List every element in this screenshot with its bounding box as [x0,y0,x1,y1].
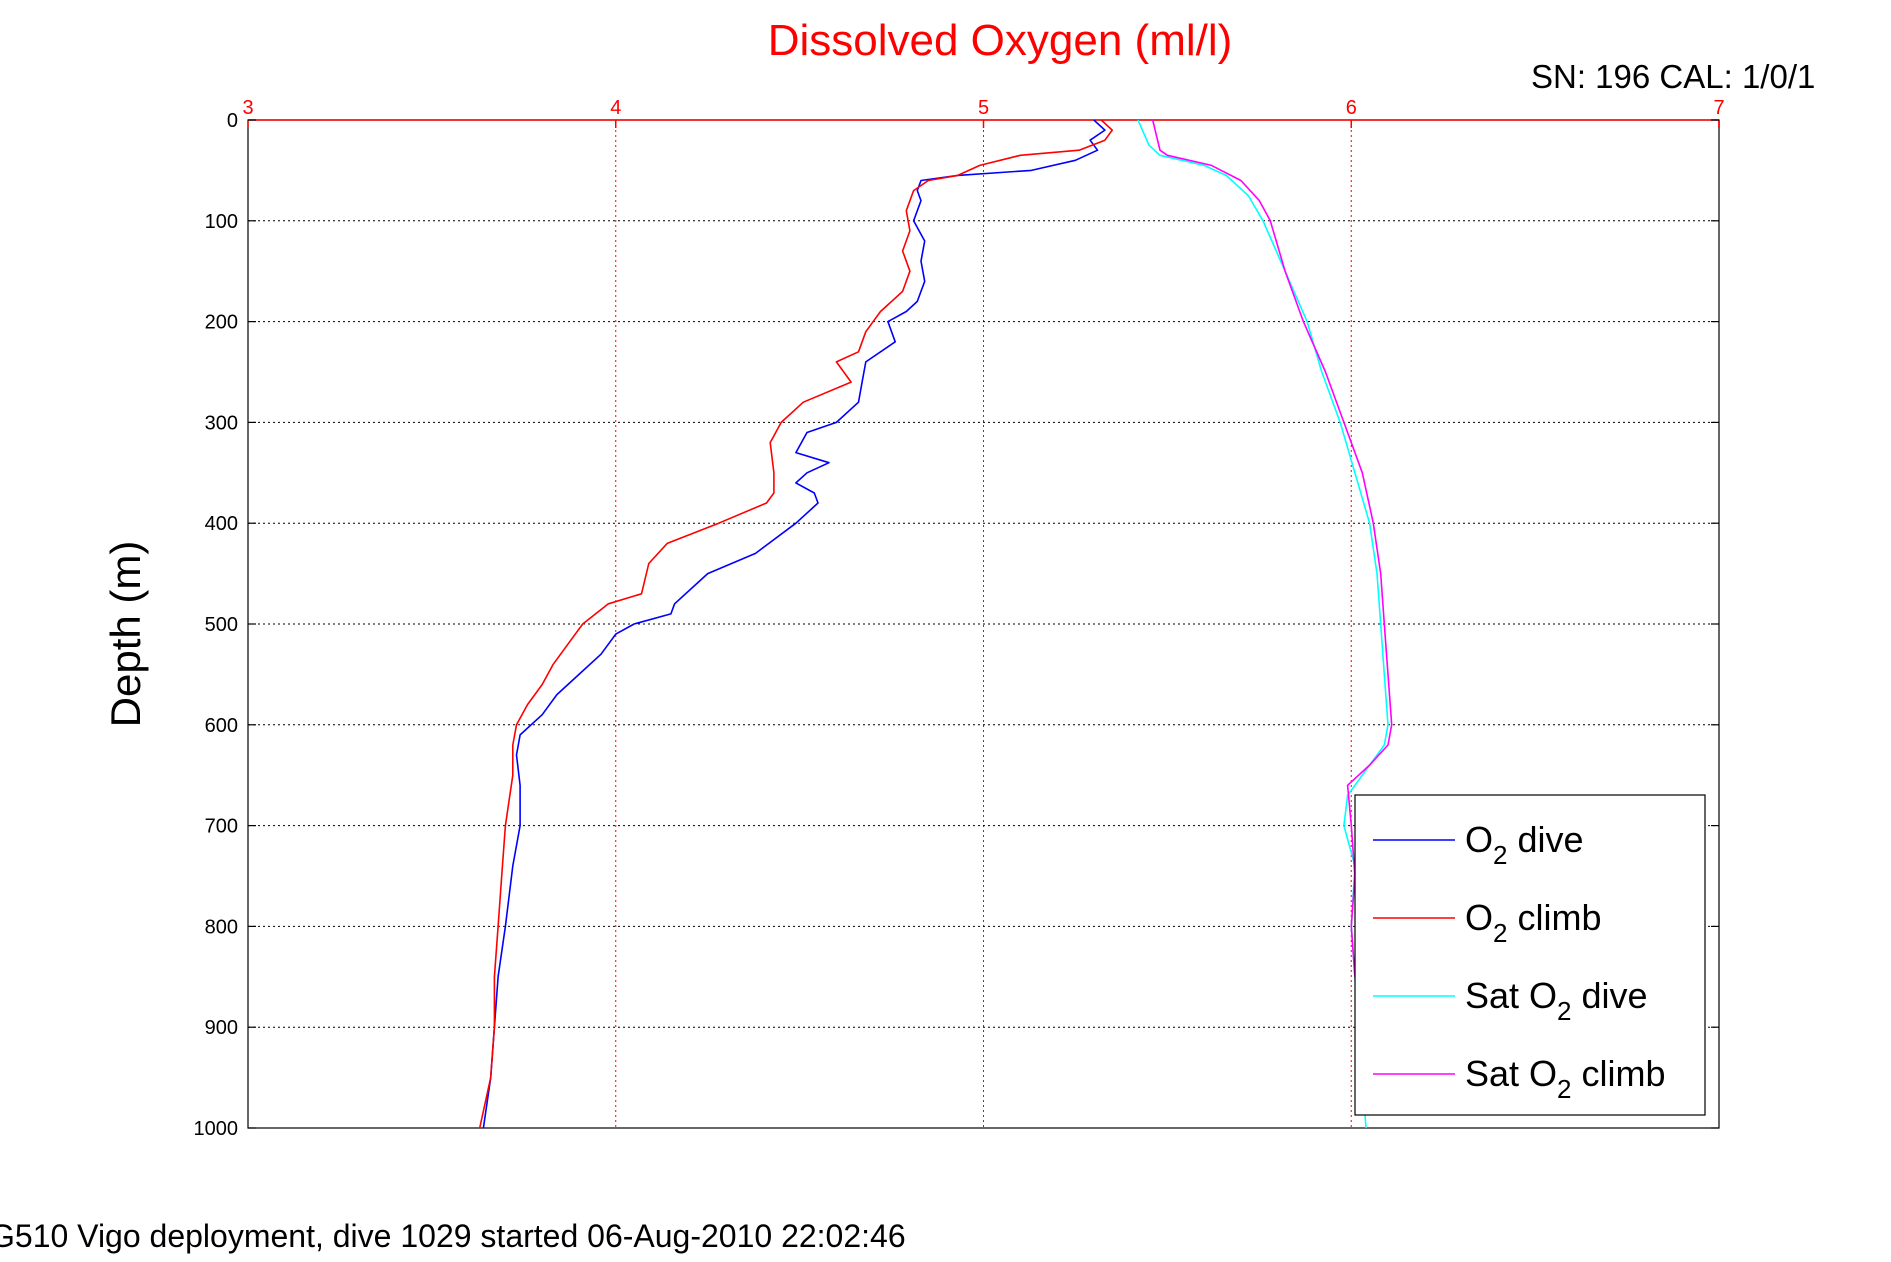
x-tick-label: 7 [1713,97,1724,119]
y-tick-label: 800 [205,916,238,938]
y-tick-label: 400 [205,513,238,535]
x-tick-label: 6 [1346,97,1357,119]
deployment-caption: G510 Vigo deployment, dive 1029 started … [0,1218,906,1254]
y-axis-ticks: 0 100 200 300 400 500 600 700 800 900 1000 [194,110,1719,1140]
legend-label-sat-o2-climb: Sat O2 climb [1465,1053,1666,1104]
y-tick-label: 200 [205,312,238,334]
y-tick-label: 0 [227,110,238,132]
y-tick-label: 900 [205,1017,238,1039]
y-tick-label: 1000 [194,1118,239,1140]
legend-box [1354,794,1706,1116]
series-o2-dive-line [482,119,1106,1129]
legend-label-o2-dive: O2 dive [1465,819,1584,870]
y-axis-label: Depth (m) [102,541,149,728]
y-tick-label: 300 [205,412,238,434]
serial-calibration-label: SN: 196 CAL: 1/0/1 [1531,58,1815,95]
y-tick-label: 500 [205,614,238,636]
y-tick-label: 600 [205,715,238,737]
legend-label-o2-climb: O2 climb [1465,897,1602,948]
data-series [478,119,1393,1129]
series-o2-climb-line [478,119,1113,1129]
chart-legend: O2 dive O2 climb Sat O2 dive Sat O2 climb [1354,794,1706,1116]
y-tick-label: 100 [205,211,238,233]
x-axis-ticks: 3 4 5 6 7 [242,97,1725,128]
series-sat-o2-climb-line [1151,119,1393,977]
x-tick-label: 4 [610,97,621,119]
chart-title: Dissolved Oxygen (ml/l) [768,16,1233,65]
y-tick-label: 700 [205,816,238,838]
x-tick-label: 5 [978,97,989,119]
x-tick-label: 3 [242,97,253,119]
legend-label-sat-o2-dive: Sat O2 dive [1465,975,1648,1026]
